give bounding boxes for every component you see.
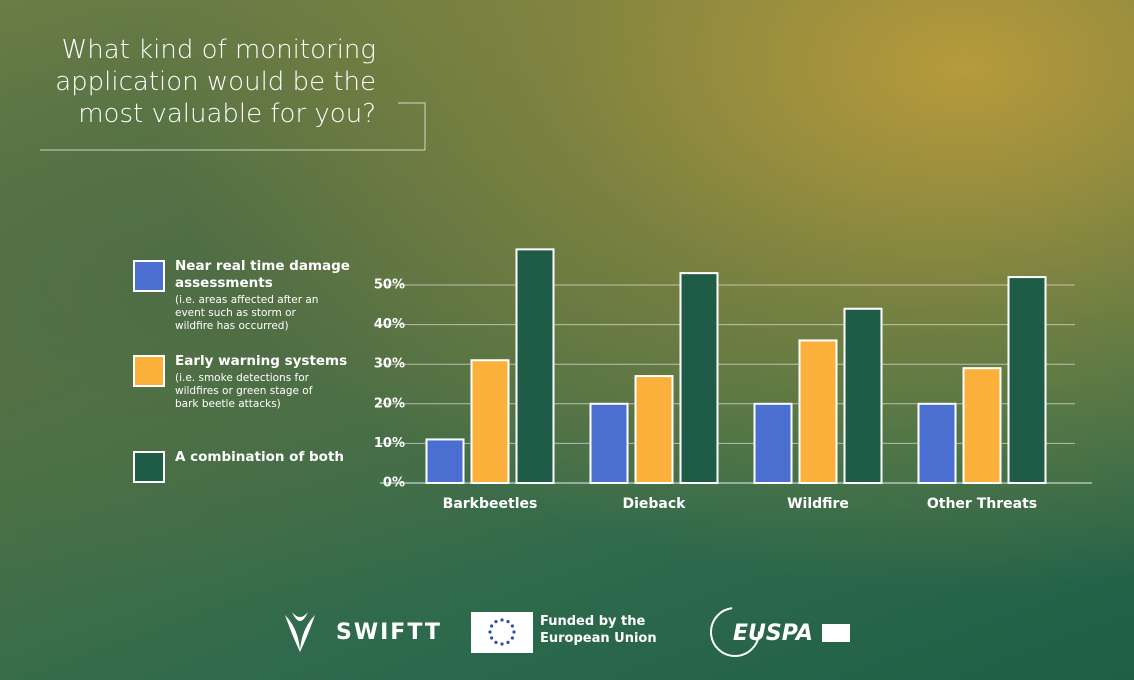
brand: SWIFTT <box>336 620 442 645</box>
x-tick-label: Dieback <box>623 496 687 512</box>
eu-stars <box>488 618 516 646</box>
legend-label: Near real time damage assessments <box>175 258 350 291</box>
bar <box>470 359 510 484</box>
bar <box>843 307 883 485</box>
star <box>494 620 498 624</box>
decor-line <box>398 102 426 150</box>
star <box>490 624 494 628</box>
star <box>500 642 504 646</box>
bar <box>753 402 793 484</box>
eu-flag <box>471 612 533 653</box>
legend-label: Early warning systems <box>175 353 348 369</box>
bar <box>1007 276 1047 484</box>
agency: EUSPA <box>733 621 813 646</box>
legend-description: (i.e. smoke detections for wildfires or … <box>175 372 313 410</box>
euspa-ring <box>710 607 760 657</box>
star <box>510 624 514 628</box>
chart-title: What kind of monitoring application woul… <box>55 35 376 129</box>
x-tick-label: Wildfire <box>787 496 849 512</box>
bar <box>634 375 674 484</box>
legend-swatch <box>133 260 165 292</box>
legend-description: (i.e. areas affected after an event such… <box>175 294 319 332</box>
swiftt-logo <box>285 612 315 652</box>
bar <box>515 248 555 484</box>
star <box>506 640 510 644</box>
star <box>500 618 504 622</box>
x-tick-label: Other Threats <box>927 496 1037 512</box>
legend-item: Early warning systems (i.e. smoke detecti… <box>175 353 350 411</box>
bar <box>798 339 838 484</box>
bar <box>425 438 465 485</box>
legend-label: A combination of both <box>175 449 345 465</box>
funding-box: Funded by the European Union <box>540 614 657 646</box>
star <box>490 636 494 640</box>
star <box>510 636 514 640</box>
bar <box>962 367 1002 484</box>
star <box>506 620 510 624</box>
legend-item: A combination of both <box>175 449 350 466</box>
legend-item: Near real time damage assessments (i.e. a… <box>175 258 350 333</box>
euspa-flag <box>822 624 850 642</box>
legend-swatch <box>133 451 165 483</box>
legend-swatch <box>133 355 165 387</box>
funding: Funded by the European Union <box>540 614 657 646</box>
bar <box>679 272 719 484</box>
star <box>488 630 492 634</box>
star <box>494 640 498 644</box>
bar <box>589 402 629 484</box>
star <box>512 630 516 634</box>
bar <box>917 402 957 484</box>
x-tick-label: Barkbeetles <box>443 496 538 512</box>
